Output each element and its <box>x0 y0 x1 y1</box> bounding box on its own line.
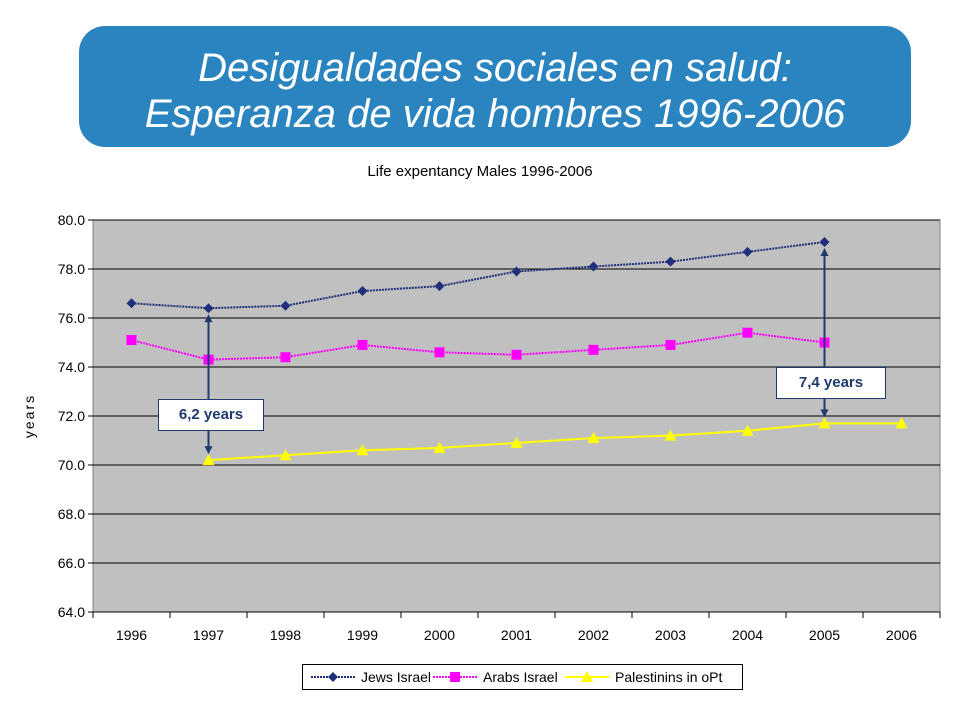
banner-title-line-1: Desigualdades sociales en salud: <box>198 46 792 90</box>
title-banner: Desigualdades sociales en salud: Esperan… <box>79 26 911 147</box>
data-point-diamond <box>665 256 676 267</box>
x-tick-label: 1998 <box>270 627 301 643</box>
data-point-triangle <box>818 417 831 429</box>
data-point-triangle <box>587 432 600 444</box>
y-tick-label: 68.0 <box>58 506 85 522</box>
data-point-diamond <box>511 266 522 277</box>
series-line <box>131 331 825 361</box>
chart-legend: Jews Israel Arabs Israel Palestinins in … <box>302 664 743 690</box>
y-tick-label: 76.0 <box>58 310 85 326</box>
data-point-triangle <box>279 449 292 461</box>
data-point-triangle <box>356 444 369 456</box>
y-tick-label: 74.0 <box>58 359 85 375</box>
series-jews-israel <box>126 237 830 314</box>
banner-title-line-2: Esperanza de vida hombres 1996-2006 <box>144 92 846 136</box>
y-tick-label: 80.0 <box>58 212 85 228</box>
data-point-square <box>434 347 445 358</box>
series-palestinins-in-opt <box>202 417 908 466</box>
x-tick-label: 2002 <box>578 627 609 643</box>
series-line <box>131 241 825 310</box>
y-tick-label: 66.0 <box>58 555 85 571</box>
series-line <box>208 422 902 462</box>
y-tick-label: 78.0 <box>58 261 85 277</box>
legend-swatch-triangle <box>565 671 609 682</box>
data-point-diamond <box>357 286 368 297</box>
data-point-square <box>357 339 368 350</box>
x-tick-label: 1999 <box>347 627 378 643</box>
x-tick-label: 1996 <box>116 627 147 643</box>
arrow-head-down <box>204 446 213 455</box>
data-point-square <box>665 339 676 350</box>
x-tick-label: 2000 <box>424 627 455 643</box>
data-point-square <box>588 344 599 355</box>
y-axis-label: years <box>21 394 37 438</box>
data-point-triangle <box>202 454 215 466</box>
x-tick-label: 2006 <box>886 627 917 643</box>
legend-label: Arabs Israel <box>483 669 558 685</box>
arrow-head-up <box>204 314 213 323</box>
data-point-diamond <box>280 300 291 311</box>
annotation-6-2-years: 6,2 years <box>158 399 264 431</box>
x-tick-label: 2003 <box>655 627 686 643</box>
arrow-head-down <box>820 409 829 418</box>
y-tick-label: 72.0 <box>58 408 85 424</box>
data-point-diamond <box>203 303 214 314</box>
chart-title: Life expentancy Males 1996-2006 <box>367 163 593 180</box>
data-point-triangle <box>664 429 677 441</box>
x-tick-label: 2005 <box>809 627 840 643</box>
legend-label: Palestinins in oPt <box>615 669 723 685</box>
data-point-diamond <box>434 281 445 292</box>
data-point-diamond <box>742 246 753 257</box>
x-tick-label: 1997 <box>193 627 224 643</box>
legend-swatch-square <box>433 672 477 682</box>
x-tick-label: 2001 <box>501 627 532 643</box>
annotation-7-4-years: 7,4 years <box>776 367 886 399</box>
data-point-diamond <box>126 298 137 309</box>
data-point-triangle <box>895 417 908 429</box>
y-tick-label: 64.0 <box>58 604 85 620</box>
y-tick-label: 70.0 <box>58 457 85 473</box>
legend-label: Jews Israel <box>361 669 432 685</box>
legend-swatch-diamond <box>311 672 355 682</box>
data-point-diamond <box>819 237 830 248</box>
data-point-square <box>511 349 522 360</box>
data-point-diamond <box>588 261 599 272</box>
data-point-square <box>742 327 753 338</box>
data-point-triangle <box>433 441 446 453</box>
data-point-triangle <box>510 436 523 448</box>
data-point-square <box>126 335 137 346</box>
data-point-triangle <box>741 424 754 436</box>
arrow-head-up <box>820 248 829 257</box>
data-point-square <box>280 352 291 363</box>
x-tick-label: 2004 <box>732 627 763 643</box>
